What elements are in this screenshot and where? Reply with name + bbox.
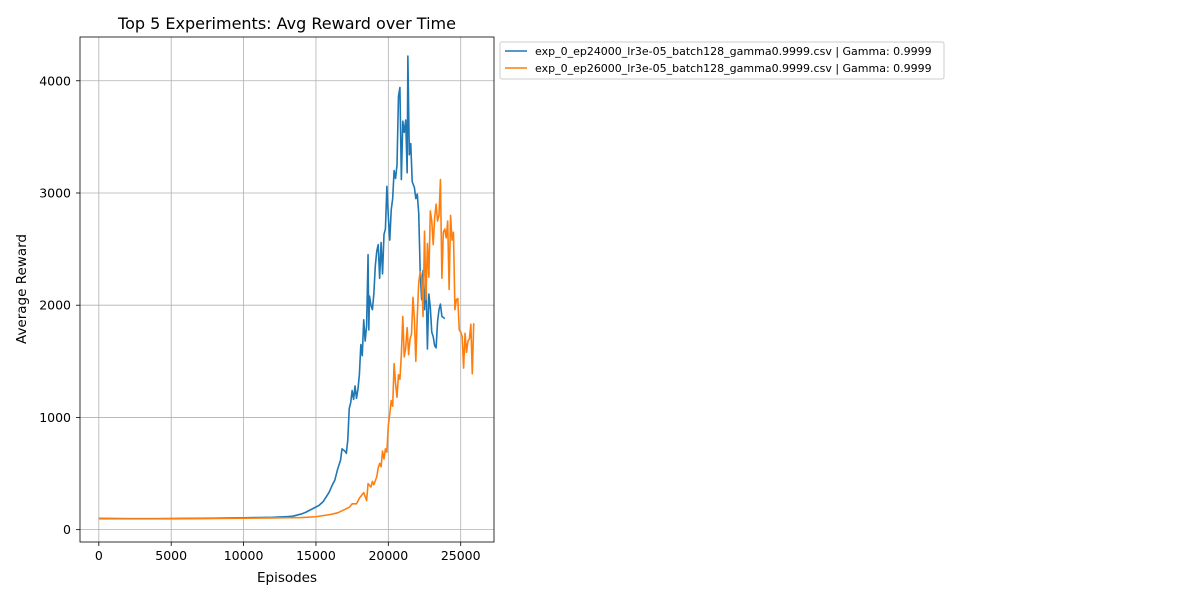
y-axis-label: Average Reward (14, 234, 30, 344)
grid (80, 37, 494, 542)
x-tick-label: 10000 (224, 548, 264, 563)
x-tick-label: 5000 (155, 548, 187, 563)
series-lines (98, 55, 475, 520)
x-tick-label: 25000 (441, 548, 481, 563)
y-tick-label: 2000 (39, 298, 71, 313)
x-axis-label: Episodes (257, 570, 317, 586)
legend-box (499, 41, 945, 80)
y-tick-label: 1000 (39, 410, 71, 425)
x-tick-label: 0 (95, 548, 103, 563)
x-tick-label: 20000 (368, 548, 408, 563)
series-line-2 (98, 178, 475, 520)
legend: exp_0_ep24000_lr3e-05_batch128_gamma0.99… (499, 41, 945, 80)
plot-frame (79, 36, 495, 543)
x-tick-label: 15000 (296, 548, 336, 563)
legend-label-2: exp_0_ep26000_lr3e-05_batch128_gamma0.99… (535, 62, 932, 75)
y-tick-label: 4000 (39, 73, 71, 88)
chart-title: Top 5 Experiments: Avg Reward over Time (117, 14, 456, 33)
legend-label-1: exp_0_ep24000_lr3e-05_batch128_gamma0.99… (535, 45, 932, 58)
series-line-1 (98, 55, 446, 520)
y-tick-label: 0 (63, 522, 71, 537)
axis-ticks: 0 5000 10000 15000 20000 25000 0 1000 2000 3000 40… (39, 73, 480, 563)
y-tick-label: 3000 (39, 185, 71, 200)
